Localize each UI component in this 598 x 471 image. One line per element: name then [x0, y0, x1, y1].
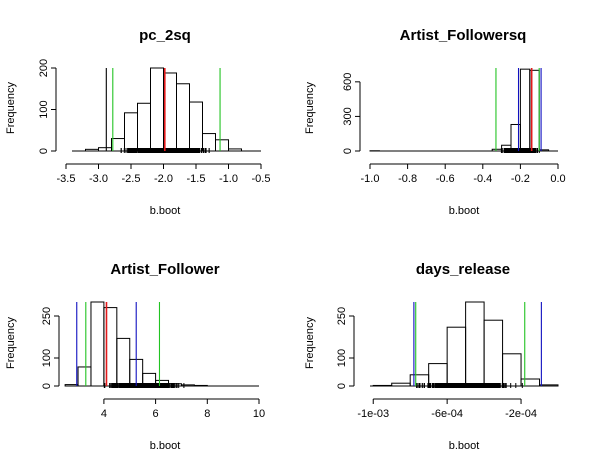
x-tick-label: -0.6: [436, 173, 455, 185]
x-tick-label: -0.8: [398, 173, 417, 185]
y-tick-label: 250: [41, 307, 53, 325]
y-axis-label: Frequency: [304, 317, 316, 369]
x-tick-label: -2.0: [154, 173, 173, 185]
plot-area: -1.0 -0.8 -0.6 -0.4 -0.2 0.0 0 300 600: [342, 68, 566, 185]
panel-artist-followersq: Artist_Followersq b.boot Frequency -1.0-…: [304, 27, 566, 217]
x-tick-label: -2.5: [122, 173, 141, 185]
histogram-bar: [116, 337, 131, 387]
y-axis-label: Frequency: [5, 317, 17, 369]
x-axis-label: b.boot: [449, 440, 480, 452]
panel-title: Artist_Follower: [110, 261, 219, 278]
y-tick-label: 100: [38, 100, 50, 118]
x-tick-label: -0.5: [252, 173, 271, 185]
y-tick-label: 600: [342, 73, 354, 91]
x-axis-label: b.boot: [150, 440, 181, 452]
histogram-bar: [124, 112, 138, 152]
histogram-bar: [483, 319, 504, 387]
histogram-bar: [520, 378, 541, 387]
y-tick-label: 100: [336, 349, 348, 367]
histogram-bar: [90, 301, 105, 387]
histogram-bar: [111, 138, 125, 152]
histogram-bar: [77, 366, 92, 387]
y-axis-label: Frequency: [304, 82, 316, 134]
rug-marks: [500, 148, 540, 153]
x-tick-label: 8: [204, 408, 210, 420]
y-tick-label: 0: [336, 383, 348, 389]
histogram-bar: [137, 102, 151, 152]
histogram-bar: [465, 301, 485, 387]
x-tick-label: -3.0: [89, 173, 108, 185]
y-tick-label: 300: [342, 107, 354, 125]
x-tick-label: 10: [253, 408, 265, 420]
x-tick-label: 6: [153, 408, 159, 420]
plot-area: -3.5 -3.0 -2.5 -2.0 -1.5 -1.0 -0.5 0 100 200: [38, 59, 270, 185]
panel-days-release: days_release b.boot Frequency -1e-03 -6e-…: [304, 261, 559, 452]
histogram-bar: [215, 139, 229, 152]
panel-pc-2sq: pc_2sq b.boot Frequency -3.5 -3.0 -2.5 -2.0…: [5, 27, 270, 217]
x-tick-label: -0.4: [473, 173, 492, 185]
y-tick-label: 100: [41, 349, 53, 367]
histogram-bar: [189, 101, 203, 152]
rug-marks: [120, 148, 210, 153]
y-tick-label: 200: [38, 59, 50, 77]
panel-title: days_release: [416, 261, 510, 278]
histogram-bar: [150, 67, 164, 152]
x-tick-label: -1.5: [187, 173, 206, 185]
histogram-bar: [176, 83, 190, 152]
x-tick-label: -1e-03: [357, 408, 389, 420]
panel-title: Artist_Followersq: [400, 27, 527, 44]
y-tick-label: 0: [38, 148, 50, 154]
x-tick-label: -0.2: [511, 173, 530, 185]
x-tick-label: 0.0: [550, 173, 565, 185]
x-axis-label: b.boot: [150, 205, 181, 217]
x-tick-label: -1.0: [219, 173, 238, 185]
panel-title: pc_2sq: [139, 27, 191, 44]
x-tick-label: 4: [101, 408, 107, 420]
y-tick-label: 0: [41, 383, 53, 389]
x-tick-label: -6e-04: [431, 408, 463, 420]
histogram-bar: [519, 68, 531, 152]
histogram-bar: [446, 326, 467, 387]
panel-artist-follower: Artist_Follower b.boot Frequency 4 6 8 1001…: [5, 261, 265, 452]
x-tick-label: -1.0: [361, 173, 380, 185]
histogram-bar: [428, 363, 448, 387]
y-tick-label: 0: [342, 148, 354, 154]
y-tick-label: 250: [336, 307, 348, 325]
rug-marks: [416, 383, 523, 388]
histogram-bar: [502, 353, 522, 387]
y-axis-label: Frequency: [5, 82, 17, 134]
x-tick-label: -3.5: [57, 173, 76, 185]
rug-marks: [103, 383, 185, 388]
x-axis-label: b.boot: [449, 205, 480, 217]
plot-area: -1e-03 -6e-04 -2e-04 0 100 250: [336, 301, 559, 420]
x-tick-label: -2e-04: [505, 408, 537, 420]
